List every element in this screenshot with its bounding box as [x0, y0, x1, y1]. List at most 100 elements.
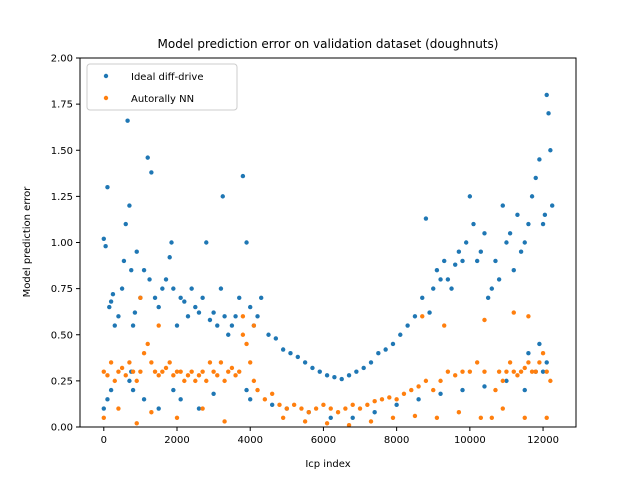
scatter-point [222, 314, 227, 319]
scatter-point [178, 295, 183, 301]
scatter-point [504, 240, 509, 245]
scatter-point [412, 314, 418, 319]
scatter-point [416, 397, 421, 402]
scatter-point [141, 397, 147, 402]
scatter-point [251, 378, 257, 384]
scatter-point [291, 402, 297, 408]
scatter-point [537, 341, 542, 347]
scatter-point [354, 369, 359, 374]
scatter-point [526, 351, 531, 356]
scatter-point [130, 387, 136, 393]
scatter-point [302, 419, 308, 424]
scatter-point [445, 369, 451, 374]
x-tick-label: 4000 [237, 435, 262, 446]
scatter-point [295, 354, 301, 360]
scatter-point [237, 295, 242, 301]
scatter-point [149, 170, 154, 175]
scatter-point [489, 415, 495, 420]
scatter-point [343, 406, 348, 411]
scatter-point [361, 365, 366, 371]
scatter-point [489, 286, 495, 291]
scatter-point [196, 310, 202, 315]
scatter-point [251, 323, 257, 328]
scatter-point [134, 378, 139, 384]
scatter-point [220, 194, 225, 199]
scatter-point [101, 415, 106, 420]
scatter-point [129, 267, 134, 273]
scatter-point [522, 415, 527, 420]
y-axis-label: Model prediction error [22, 186, 33, 298]
scatter-point [269, 391, 275, 396]
scatter-point [518, 249, 524, 254]
scatter-point [101, 369, 106, 374]
scatter-point [116, 369, 121, 374]
scatter-point [335, 410, 341, 415]
scatter-point [200, 295, 205, 301]
scatter-point [317, 369, 322, 374]
scatter-point [244, 341, 249, 347]
scatter-point [277, 402, 282, 408]
scatter-point [332, 374, 337, 380]
scatter-point [123, 373, 128, 378]
scatter-point [108, 360, 114, 365]
y-tick-label: 0.75 [51, 284, 73, 295]
scatter-point [218, 286, 224, 291]
scatter-point [420, 295, 425, 301]
scatter-point [482, 231, 487, 236]
scatter-point [171, 387, 176, 393]
scatter-point [526, 221, 531, 227]
scatter-point [442, 323, 447, 328]
scatter-point [368, 360, 374, 365]
scatter-point [145, 341, 150, 347]
scatter-point [105, 397, 110, 402]
scatter-point [357, 406, 363, 411]
scatter-point [229, 365, 235, 371]
scatter-point [529, 194, 535, 199]
scatter-point [463, 240, 469, 245]
scatter-point [522, 387, 527, 393]
x-tick-label: 10000 [454, 435, 486, 446]
scatter-point [152, 295, 158, 301]
scatter-point [134, 421, 139, 426]
x-tick-label: 2000 [164, 435, 189, 446]
scatter-point [306, 410, 311, 415]
scatter-point [526, 360, 531, 365]
scatter-point [401, 391, 407, 396]
y-tick-label: 2.00 [51, 54, 73, 65]
scatter-point [185, 373, 191, 378]
y-tick-label: 0.00 [51, 423, 73, 434]
scatter-point [467, 369, 473, 374]
scatter-point [116, 406, 121, 411]
scatter-point [394, 402, 399, 408]
scatter-point [478, 415, 484, 420]
scatter-point [460, 369, 465, 374]
scatter-point [215, 373, 220, 378]
scatter-point [540, 221, 546, 227]
scatter-point [339, 376, 344, 382]
scatter-point [107, 304, 112, 310]
scatter-point [121, 258, 127, 264]
scatter-point [398, 332, 403, 337]
scatter-point [123, 221, 128, 227]
scatter-point [127, 360, 132, 365]
scatter-point [526, 314, 531, 319]
scatter-point [438, 391, 443, 396]
scatter-point [537, 360, 542, 365]
scatter-point [387, 395, 392, 400]
scatter-point [474, 258, 480, 264]
scatter-point [119, 286, 125, 291]
scatter-point [350, 415, 355, 420]
legend-marker-autorally-nn [103, 95, 109, 101]
scatter-point [529, 369, 535, 374]
scatter-point [548, 148, 553, 153]
scatter-point [522, 240, 527, 245]
scatter-point [266, 332, 271, 337]
legend-marker-ideal-diff-drive [103, 73, 109, 79]
y-tick-label: 0.50 [51, 330, 73, 341]
scatter-point [324, 373, 330, 378]
scatter-point [434, 267, 440, 273]
scatter-point [515, 373, 520, 378]
x-tick-label: 8000 [384, 435, 409, 446]
scatter-point [255, 387, 260, 393]
